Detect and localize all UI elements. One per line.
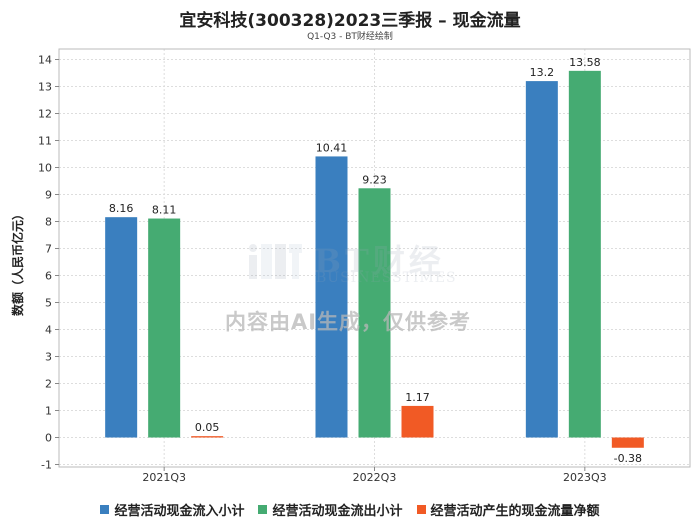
legend-swatch <box>100 505 110 514</box>
x-tick-label: 2021Q3 <box>142 471 186 484</box>
bar <box>105 217 138 438</box>
y-tick-label: 6 <box>45 270 52 283</box>
bar <box>525 81 558 438</box>
ai-generated-notice: 内容由AI生成，仅供参考 <box>224 310 472 334</box>
y-tick-label: 8 <box>45 216 52 229</box>
y-tick-label: 13 <box>38 81 52 94</box>
data-label: 9.23 <box>362 173 387 186</box>
y-axis-label: 数额（人民币亿元） <box>10 208 25 316</box>
legend-label: 经营活动现金流出小计 <box>272 504 403 519</box>
bar <box>568 70 601 438</box>
legend-swatch <box>416 505 426 514</box>
data-label: 1.17 <box>405 391 430 404</box>
legend-item[interactable]: 经营活动现金流出小计 <box>258 500 403 519</box>
chart-subtitle: Q1-Q3 - BT财经绘制 <box>307 32 393 42</box>
data-label: 8.16 <box>109 202 134 215</box>
y-tick-label: 9 <box>45 189 52 202</box>
bar <box>148 218 181 438</box>
data-label: -0.38 <box>614 452 642 465</box>
bar <box>401 405 434 438</box>
y-tick-label: 4 <box>45 324 52 337</box>
data-label: 0.05 <box>195 421 220 434</box>
legend-item[interactable]: 经营活动产生的现金流量净额 <box>416 500 600 519</box>
chart-title: 宜安科技(300328)2023三季报 – 现金流量 <box>179 11 521 31</box>
y-tick-label: 14 <box>38 54 52 67</box>
data-label: 8.11 <box>152 204 177 217</box>
bar <box>611 437 644 448</box>
bt-logo-icon <box>249 244 302 279</box>
y-tick-label: 1 <box>45 405 52 418</box>
legend: 经营活动现金流入小计 经营活动现金流出小计 经营活动产生的现金流量净额 <box>0 500 700 519</box>
bt-logo-subtext: BUSINESSTIMES <box>316 270 457 286</box>
x-tick-label: 2023Q3 <box>563 471 607 484</box>
legend-label: 经营活动现金流入小计 <box>114 504 245 519</box>
data-label: 13.58 <box>569 56 601 69</box>
y-tick-label: 12 <box>38 108 52 121</box>
legend-item[interactable]: 经营活动现金流入小计 <box>100 500 244 519</box>
data-label: 10.41 <box>316 141 348 154</box>
y-tick-label: 3 <box>45 351 52 364</box>
bar <box>191 436 224 438</box>
x-tick-label: 2022Q3 <box>353 471 397 484</box>
y-tick-label: 0 <box>45 432 52 445</box>
bar <box>315 156 348 438</box>
legend-label: 经营活动产生的现金流量净额 <box>430 504 600 519</box>
bar <box>358 188 391 438</box>
legend-swatch <box>258 505 268 514</box>
data-label: 13.2 <box>530 66 555 79</box>
y-tick-label: 7 <box>45 243 52 256</box>
y-tick-label: 5 <box>45 297 52 310</box>
y-tick-label: 10 <box>38 162 52 175</box>
y-tick-label: 2 <box>45 378 52 391</box>
y-tick-label: 11 <box>38 135 52 148</box>
y-tick-label: -1 <box>41 459 52 472</box>
bt-watermark-logo: BT财经 BUSINESSTIMES <box>248 238 458 290</box>
bt-logo-text: BT财经 <box>314 242 445 280</box>
